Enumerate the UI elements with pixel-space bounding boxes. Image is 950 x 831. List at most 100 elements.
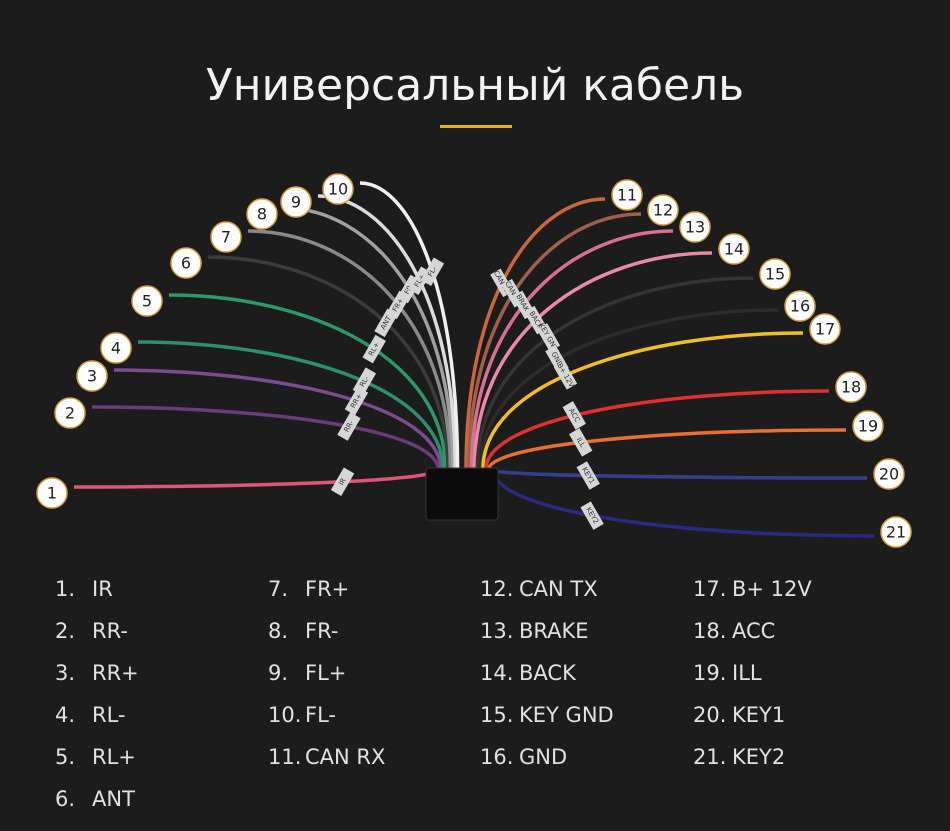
callout-number: 14: [724, 240, 744, 259]
legend-label: KEY2: [732, 745, 785, 769]
wire: [91, 405, 441, 471]
legend-label: RL+: [92, 745, 136, 769]
legend-label: RL-: [92, 703, 126, 727]
wire-tag: FL-: [420, 257, 445, 287]
callout-number: 8: [257, 205, 267, 224]
callout-number: 17: [815, 320, 835, 339]
callout-circle: [809, 313, 841, 345]
legend-number: 18.: [693, 619, 726, 643]
legend-number: 8.: [268, 619, 288, 643]
wire: [483, 389, 830, 471]
wires: [73, 181, 875, 538]
legend-number: 19.: [693, 661, 726, 685]
tag-label: [553, 361, 578, 390]
callout-number: 6: [181, 254, 191, 273]
tag-label: [352, 367, 377, 396]
title: Универсальный кабель: [206, 60, 744, 111]
callout-circle: [873, 458, 905, 490]
callout-number: 16: [790, 297, 810, 316]
wire-tag: ILL: [569, 428, 593, 457]
legend-number: 1.: [55, 577, 75, 601]
callout-circle: [647, 194, 679, 226]
legend-label: B+ 12V: [732, 577, 812, 601]
legend-number: 12.: [480, 577, 513, 601]
wire: [469, 229, 674, 471]
legend-number: 2.: [55, 619, 75, 643]
wire: [475, 276, 754, 471]
callout-number: 2: [65, 404, 75, 423]
legend-number: 7.: [268, 577, 288, 601]
wire-tag: ACC: [562, 401, 586, 430]
legend-label: CAN RX: [305, 745, 385, 769]
callout-circle: [784, 290, 816, 322]
legend-label: FL-: [305, 703, 336, 727]
legend-number: 9.: [268, 661, 288, 685]
wire: [481, 331, 804, 471]
tag-label: [562, 401, 586, 430]
legend-label: FR+: [305, 577, 349, 601]
legend-label: KEY1: [732, 703, 785, 727]
wire: [247, 229, 453, 471]
tag-label: [576, 461, 600, 490]
wire-tag: KEY1: [576, 461, 600, 490]
wire: [359, 181, 460, 471]
legend-number: 20.: [693, 703, 726, 727]
wire: [168, 293, 448, 471]
legend-number: 10.: [268, 703, 301, 727]
callout-circle: [611, 179, 643, 211]
wire: [207, 255, 450, 471]
legend-number: 13.: [480, 619, 513, 643]
legend-label: RR-: [92, 619, 128, 643]
connector: [425, 467, 499, 521]
callout-number: 5: [142, 292, 152, 311]
wire: [489, 468, 868, 480]
legend-label: ACC: [732, 619, 775, 643]
legend-number: 16.: [480, 745, 513, 769]
callout-circle: [170, 247, 202, 279]
callout-number: 12: [653, 201, 673, 220]
legend-label: CAN TX: [519, 577, 598, 601]
legend-number: 15.: [480, 703, 513, 727]
legend-label: BRAKE: [519, 619, 589, 643]
title-underline: [440, 125, 512, 128]
callout-circle: [759, 258, 791, 290]
callout-number: 4: [111, 339, 121, 358]
legend-label: KEY GND: [519, 703, 614, 727]
callout-number: 1: [47, 484, 57, 503]
legend-number: 6.: [55, 787, 75, 811]
legend-number: 5.: [55, 745, 75, 769]
wire: [467, 212, 642, 471]
wire-tag: RL+: [362, 334, 386, 364]
tag-label: [569, 428, 593, 457]
callout-number: 20: [879, 465, 899, 484]
legend: 1. IR 2. RR- 3. RR+ 4. RL- 5. RL+ 6. ANT 7. FR+ 8. FR- 9…: [55, 577, 812, 811]
wire: [283, 206, 455, 471]
wire: [137, 340, 445, 471]
wire: [113, 368, 443, 471]
legend-number: 21.: [693, 745, 726, 769]
wire-tag: RL-: [352, 367, 377, 396]
legend-number: 14.: [480, 661, 513, 685]
legend-label: RR+: [92, 661, 139, 685]
callout-circle: [210, 221, 242, 253]
callout-circle: [100, 332, 132, 364]
callout-number: 15: [765, 265, 785, 284]
tag-label: [536, 323, 561, 352]
callout-number: 11: [617, 186, 637, 205]
callout-number: 19: [858, 417, 878, 436]
wire: [478, 308, 779, 471]
callout-circle: [835, 371, 867, 403]
callout-circle: [322, 173, 354, 205]
callout-circle: [131, 285, 163, 317]
wire-tag: IR: [330, 467, 355, 497]
callout-circle: [852, 410, 884, 442]
callout-circle: [280, 186, 312, 218]
legend-number: 3.: [55, 661, 75, 685]
legend-number: 17.: [693, 577, 726, 601]
callout-number: 7: [221, 228, 231, 247]
callout-number: 9: [291, 193, 301, 212]
callout-number: 13: [685, 218, 705, 237]
legend-label: ILL: [732, 661, 762, 685]
tag-label: [420, 257, 445, 287]
